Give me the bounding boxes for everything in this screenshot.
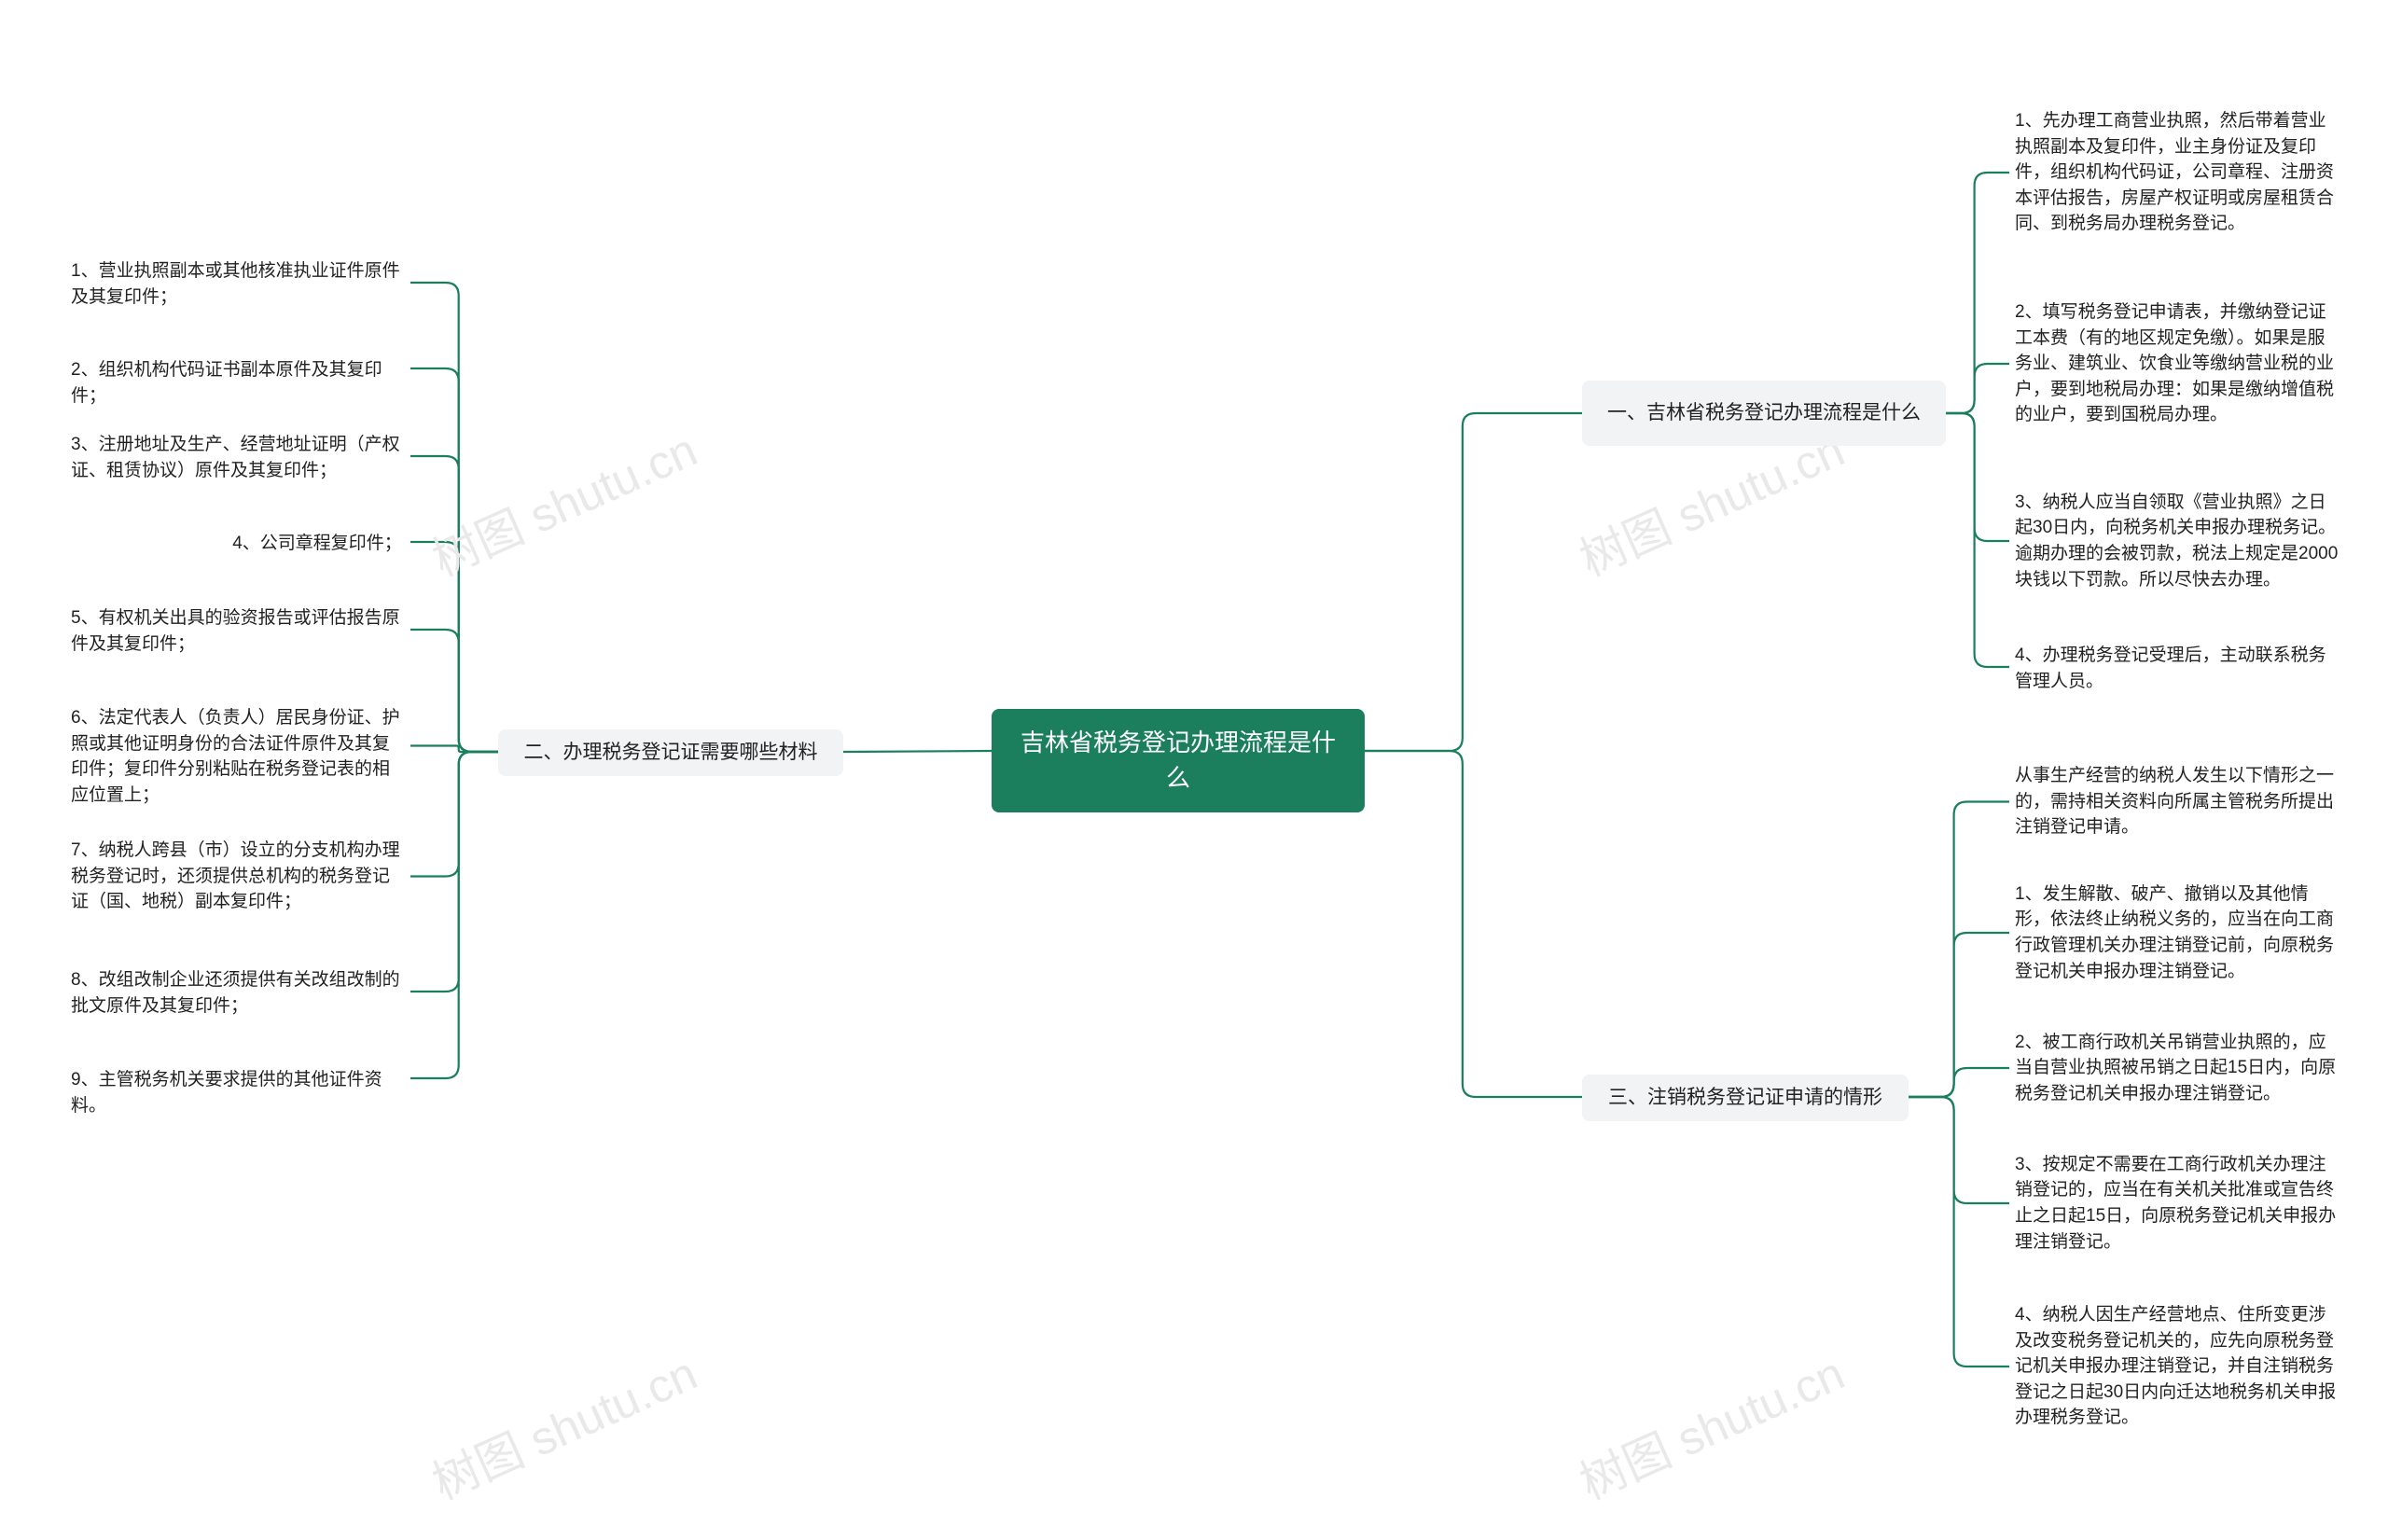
leaf-node: 4、公司章程复印件； xyxy=(224,527,410,561)
leaf-node: 3、按规定不需要在工商行政机关办理注销登记的，应当在有关机关批准或宣告终止之日起… xyxy=(2009,1143,2345,1264)
root-node: 吉林省税务登记办理流程是什么 xyxy=(992,709,1365,812)
leaf-node: 3、注册地址及生产、经营地址证明（产权证、租赁协议）原件及其复印件； xyxy=(65,428,410,487)
branch-node-b2: 二、办理税务登记证需要哪些材料 xyxy=(498,729,843,776)
leaf-node: 1、营业执照副本或其他核准执业证件原件及其复印件； xyxy=(65,255,410,313)
leaf-node: 7、纳税人跨县（市）设立的分支机构办理税务登记时，还须提供总机构的税务登记证（国… xyxy=(65,832,410,921)
leaf-node: 5、有权机关出具的验资报告或评估报告原件及其复印件； xyxy=(65,602,410,660)
leaf-node: 9、主管税务机关要求提供的其他证件资料。 xyxy=(65,1063,410,1122)
leaf-node: 2、被工商行政机关吊销营业执照的，应当自营业执照被吊销之日起15日内，向原税务登… xyxy=(2009,1021,2345,1115)
branch-node-b1: 一、吉林省税务登记办理流程是什么 xyxy=(1582,381,1946,446)
branch-node-b3: 三、注销税务登记证申请的情形 xyxy=(1582,1075,1909,1121)
leaf-node: 从事生产经营的纳税人发生以下情形之一的，需持相关资料向所属主管税务所提出注销登记… xyxy=(2009,757,2345,846)
leaf-node: 4、办理税务登记受理后，主动联系税务管理人员。 xyxy=(2009,639,2345,698)
leaf-node: 1、先办理工商营业执照，然后带着营业执照副本及复印件，业主身份证及复印件，组织机… xyxy=(2009,93,2345,252)
leaf-node: 4、纳税人因生产经营地点、住所变更涉及改变税务登记机关的，应先向原税务登记机关申… xyxy=(2009,1292,2345,1441)
leaf-node: 3、纳税人应当自领取《营业执照》之日起30日内，向税务机关申报办理税务记。逾期办… xyxy=(2009,476,2345,606)
watermark: 树图 shutu.cn xyxy=(421,1337,706,1513)
watermark: 树图 shutu.cn xyxy=(1568,1337,1853,1513)
leaf-node: 2、组织机构代码证书副本原件及其复印件； xyxy=(65,354,410,412)
mindmap-canvas: 树图 shutu.cn 树图 shutu.cn 树图 shutu.cn 树图 shut… xyxy=(0,0,2388,1540)
leaf-node: 1、发生解散、破产、撤销以及其他情形，依法终止纳税义务的，应当在向工商行政管理机… xyxy=(2009,872,2345,993)
watermark: 树图 shutu.cn xyxy=(29,1523,314,1540)
leaf-node: 2、填写税务登记申请表，并缴纳登记证工本费（有的地区规定免缴）。如果是服务业、建… xyxy=(2009,284,2345,443)
watermark: 树图 shutu.cn xyxy=(421,413,706,590)
leaf-node: 8、改组改制企业还须提供有关改组改制的批文原件及其复印件； xyxy=(65,964,410,1022)
leaf-node: 6、法定代表人（负责人）居民身份证、护照或其他证明身份的合法证件原件及其复印件；… xyxy=(65,701,410,812)
